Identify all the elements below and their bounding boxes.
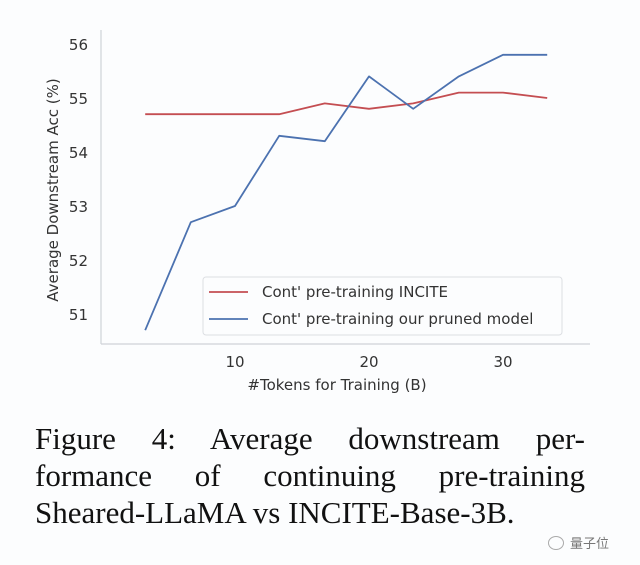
series-line-2 [144, 53, 548, 331]
series-layer [144, 53, 548, 331]
wechat-logo-icon [548, 535, 564, 550]
y-tick-label: 56 [69, 36, 88, 54]
caption-line-3: Sheared-LLaMA vs INCITE-Base-3B. [35, 495, 515, 530]
x-tick-label: 10 [225, 353, 244, 371]
x-tick-label: 30 [493, 353, 512, 371]
legend-label-2: Cont' pre-training our pruned model [262, 310, 533, 328]
y-axis-label: Average Downstream Acc (%) [44, 78, 62, 301]
legend: Cont' pre-training INCITE Cont' pre-train… [202, 276, 563, 336]
caption-line-1: Figure 4: Average downstream per- [35, 421, 585, 456]
watermark: 量子位 [548, 533, 609, 552]
chart: 51 52 53 54 55 56 10 20 30 #Tokens for Training (… [44, 30, 590, 394]
figure-caption: Figure 4: Average downstream per- forman… [35, 420, 585, 531]
y-tick-label: 53 [69, 198, 88, 216]
caption-line-2: formance of continuing pre-training [35, 458, 585, 493]
y-tick-label: 55 [69, 90, 88, 108]
y-tick-label: 54 [69, 144, 88, 162]
legend-box [202, 276, 563, 336]
watermark-text: 量子位 [570, 537, 610, 552]
x-axis-label: #Tokens for Training (B) [247, 376, 426, 394]
legend-label-1: Cont' pre-training INCITE [262, 283, 448, 301]
x-tick-label: 20 [359, 353, 378, 371]
series-line-1 [145, 91, 548, 116]
y-tick-label: 52 [69, 252, 88, 270]
y-tick-label: 51 [69, 306, 88, 324]
axes: 51 52 53 54 55 56 10 20 30 #Tokens for Training (… [44, 30, 590, 394]
